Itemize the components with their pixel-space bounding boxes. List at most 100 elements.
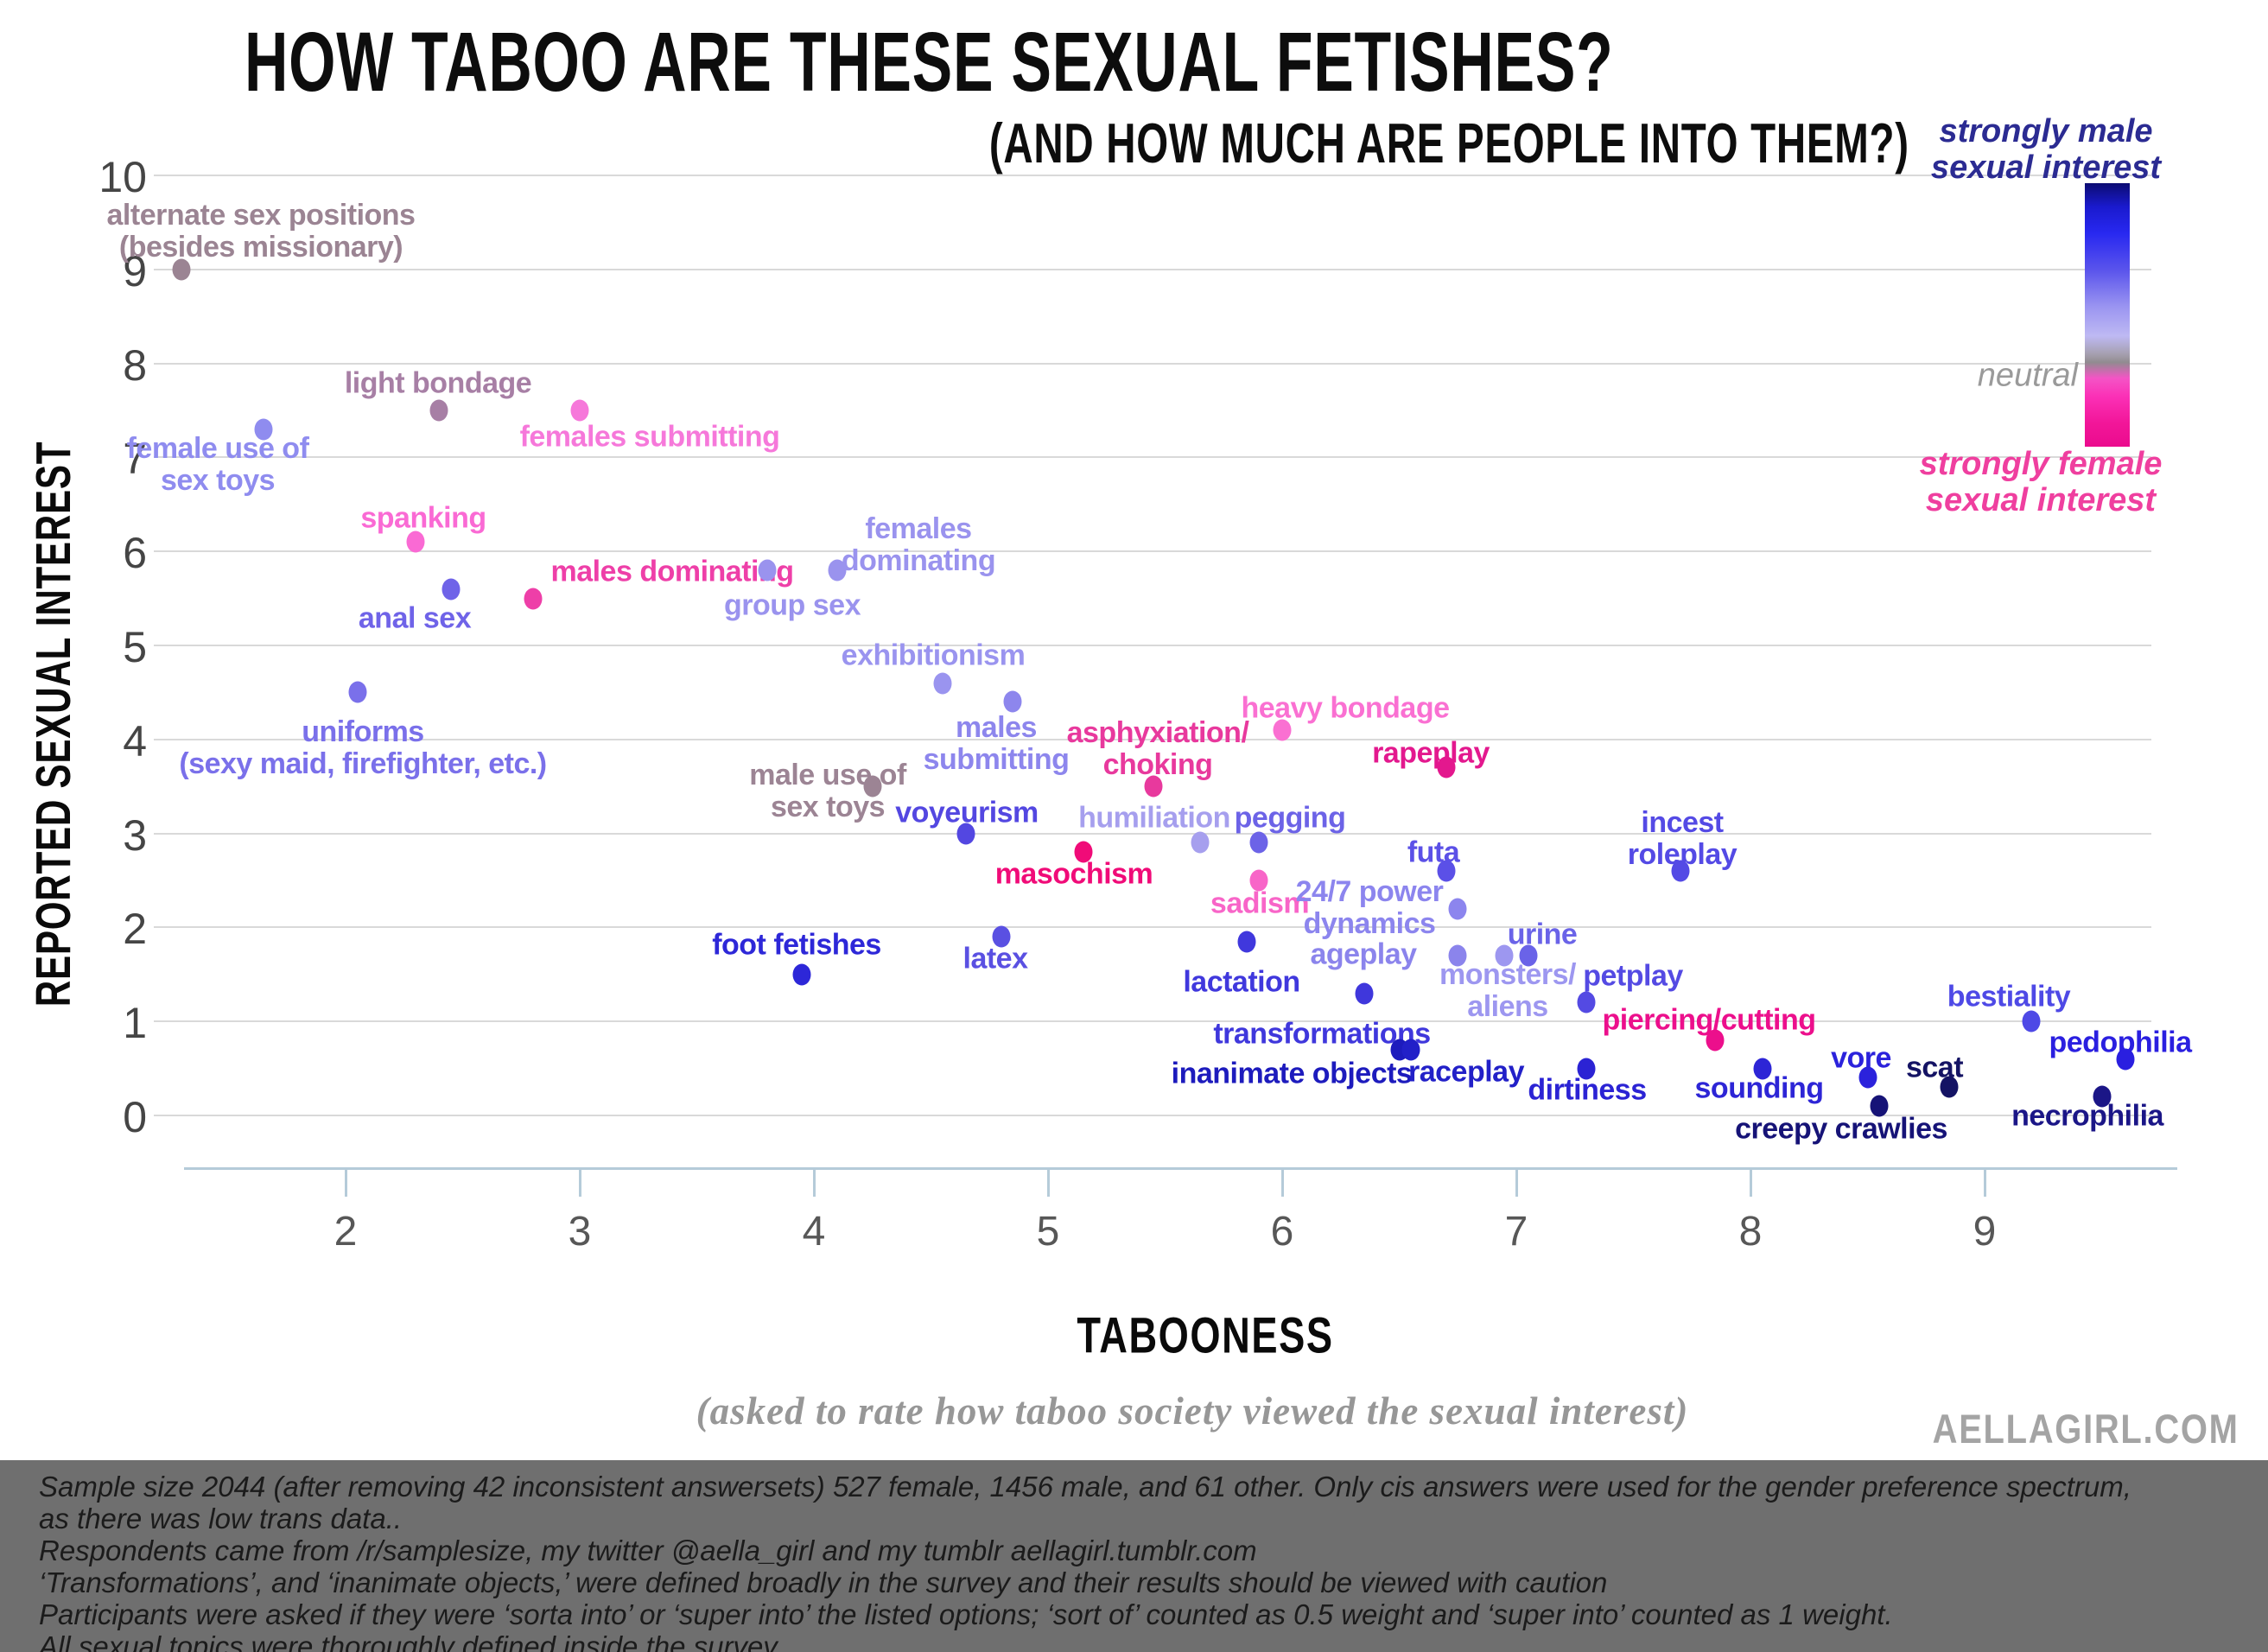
- data-point-label: rapeplay: [1372, 736, 1490, 770]
- data-point-dot: [429, 399, 448, 422]
- data-point-dot: [1858, 1066, 1877, 1089]
- data-point-dot: [1448, 898, 1467, 920]
- data-point-dot: [406, 531, 425, 553]
- data-point-label: females dominating: [841, 512, 996, 577]
- data-point-label: heavy bondage: [1241, 691, 1450, 725]
- data-point-dot: [1519, 944, 1538, 967]
- data-point-label: 24/7 power dynamics: [1295, 875, 1444, 940]
- data-point-label: female use of sex toys: [126, 432, 309, 497]
- x-tick-label-9: 9: [1973, 1209, 1997, 1255]
- x-tick-label-8: 8: [1738, 1209, 1763, 1255]
- data-point-label: group sex: [724, 588, 861, 622]
- data-point-dot: [992, 925, 1011, 948]
- data-point-dot: [1237, 931, 1256, 953]
- data-point-label: asphyxiation/choking: [1066, 716, 1249, 781]
- data-point-label: creepy crawlies: [1735, 1112, 1947, 1146]
- data-point-label: urine: [1507, 918, 1578, 951]
- data-point-label: male use of sex toys: [749, 759, 906, 823]
- footer-note-line: Sample size 2044 (after removing 42 inco…: [39, 1471, 2131, 1503]
- data-point-dot: [1706, 1029, 1725, 1052]
- x-tick-label-6: 6: [1270, 1209, 1294, 1255]
- gridline-y-7: [154, 456, 2151, 459]
- x-tick-mark-3: [579, 1167, 581, 1197]
- data-point-dot: [254, 418, 273, 441]
- data-point-dot: [1577, 1058, 1596, 1080]
- data-point-dot: [172, 258, 191, 281]
- data-point-dot: [1249, 869, 1268, 892]
- watermark-aellagirl: AELLAGIRL.COM: [1933, 1406, 2239, 1452]
- x-tick-label-3: 3: [568, 1209, 592, 1255]
- gridline-y-4: [154, 738, 2151, 740]
- x-tick-mark-4: [813, 1167, 816, 1197]
- gridline-y-8: [154, 362, 2151, 365]
- gridline-y-0: [154, 1115, 2151, 1116]
- y-tick-label-7: 7: [123, 435, 147, 484]
- data-point-label: inanimate objects: [1171, 1057, 1413, 1090]
- data-point-label: lactation: [1183, 965, 1300, 999]
- y-tick-label-0: 0: [123, 1093, 147, 1141]
- data-point-dot: [1249, 831, 1268, 854]
- x-tick-label-4: 4: [802, 1209, 826, 1255]
- data-point-dot: [1273, 719, 1292, 741]
- footer-notes: Sample size 2044 (after removing 42 inco…: [0, 1460, 2268, 1652]
- y-tick-label-1: 1: [123, 999, 147, 1048]
- gridline-y-6: [154, 550, 2151, 553]
- data-point-label: pegging: [1234, 801, 1346, 835]
- data-point-dot: [1940, 1076, 1959, 1098]
- legend-label-neutral: neutral: [1977, 357, 2078, 394]
- y-tick-label-2: 2: [123, 905, 147, 954]
- data-point-dot: [1495, 944, 1514, 967]
- data-point-label: light bondage: [344, 366, 532, 400]
- y-tick-label-9: 9: [123, 246, 147, 295]
- x-axis-caption: (asked to rate how taboo society viewed …: [696, 1389, 1689, 1433]
- data-point-label: sadism: [1210, 886, 1310, 920]
- legend-label-strongly-female: strongly female sexual interest: [1919, 446, 2163, 518]
- data-point-dot: [1671, 860, 1690, 882]
- data-point-dot: [1144, 775, 1163, 797]
- data-point-label: monsters/aliens: [1439, 958, 1577, 1023]
- y-tick-label-6: 6: [123, 529, 147, 578]
- y-tick-label-10: 10: [98, 153, 147, 201]
- y-tick-label-4: 4: [123, 716, 147, 766]
- data-point-label: latex: [962, 942, 1029, 975]
- data-point-dot: [2022, 1010, 2041, 1032]
- x-tick-mark-7: [1515, 1167, 1518, 1197]
- data-point-label: uniforms (sexy maid, firefighter, etc.): [179, 715, 547, 780]
- data-point-label: humiliation: [1078, 801, 1230, 835]
- x-tick-mark-9: [1984, 1167, 1986, 1197]
- x-tick-label-7: 7: [1504, 1209, 1528, 1255]
- data-point-label: necrophilia: [2011, 1099, 2163, 1133]
- gridline-y-10: [154, 175, 2151, 176]
- data-point-label: masochism: [994, 857, 1153, 891]
- gridline-y-3: [154, 832, 2151, 835]
- data-point-dot: [956, 823, 975, 845]
- data-point-dot: [1448, 944, 1467, 967]
- gridline-y-9: [154, 268, 2151, 270]
- footer-note-line: Participants were asked if they were ‘so…: [39, 1598, 1893, 1630]
- legend-label-strongly-male: strongly male sexual interest: [1930, 113, 2162, 186]
- data-point-label: exhibitionism: [841, 639, 1026, 672]
- data-point-dot: [828, 559, 847, 581]
- data-point-label: males submitting: [923, 711, 1070, 776]
- footer-note-line: ‘Transformations’, and ‘inanimate object…: [39, 1566, 1608, 1598]
- data-point-dot: [442, 578, 461, 600]
- y-tick-label-5: 5: [123, 623, 147, 671]
- data-point-dot: [348, 681, 367, 703]
- gridline-y-2: [154, 926, 2151, 929]
- footer-note-line: All sexual topics were thoroughly define…: [39, 1630, 784, 1652]
- footer-note-line: as there was low trans data..: [39, 1503, 403, 1534]
- x-axis-line: [184, 1167, 2177, 1170]
- data-point-dot: [1870, 1095, 1889, 1117]
- data-point-label: foot fetishes: [712, 928, 881, 962]
- y-tick-label-3: 3: [123, 810, 147, 860]
- x-tick-mark-8: [1750, 1167, 1752, 1197]
- data-point-dot: [1191, 831, 1210, 854]
- data-point-label: alternate sex positions (besides missiona…: [106, 199, 416, 264]
- data-point-label: females submitting: [519, 420, 780, 454]
- y-tick-label-8: 8: [123, 340, 147, 390]
- data-point-dot: [1003, 690, 1022, 713]
- data-point-dot: [2093, 1085, 2111, 1108]
- data-point-label: bestiality: [1947, 980, 2071, 1013]
- gridline-y-5: [154, 645, 2151, 646]
- data-point-dot: [863, 775, 882, 797]
